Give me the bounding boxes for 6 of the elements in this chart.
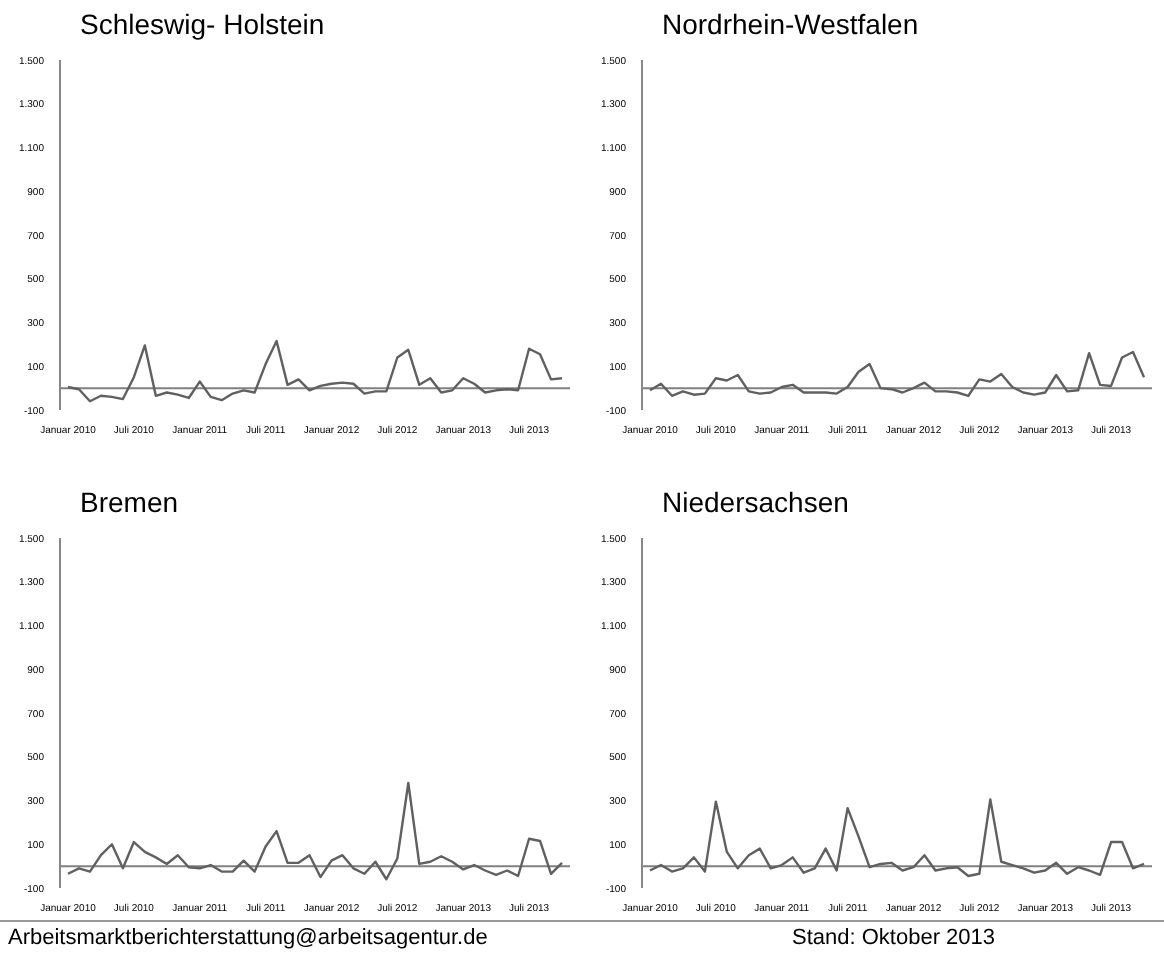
text: Arbeitsmarktberichterstattung@arbeitsagentur.de <box>8 926 488 950</box>
chart-title: Bremen <box>80 486 179 518</box>
chart-title: Schleswig- Holstein <box>80 8 325 40</box>
chart-title: Nordrhein-Westfalen <box>662 8 919 40</box>
chart-title: Niedersachsen <box>662 486 849 518</box>
text: Stand: Oktober 2013 <box>792 926 996 950</box>
